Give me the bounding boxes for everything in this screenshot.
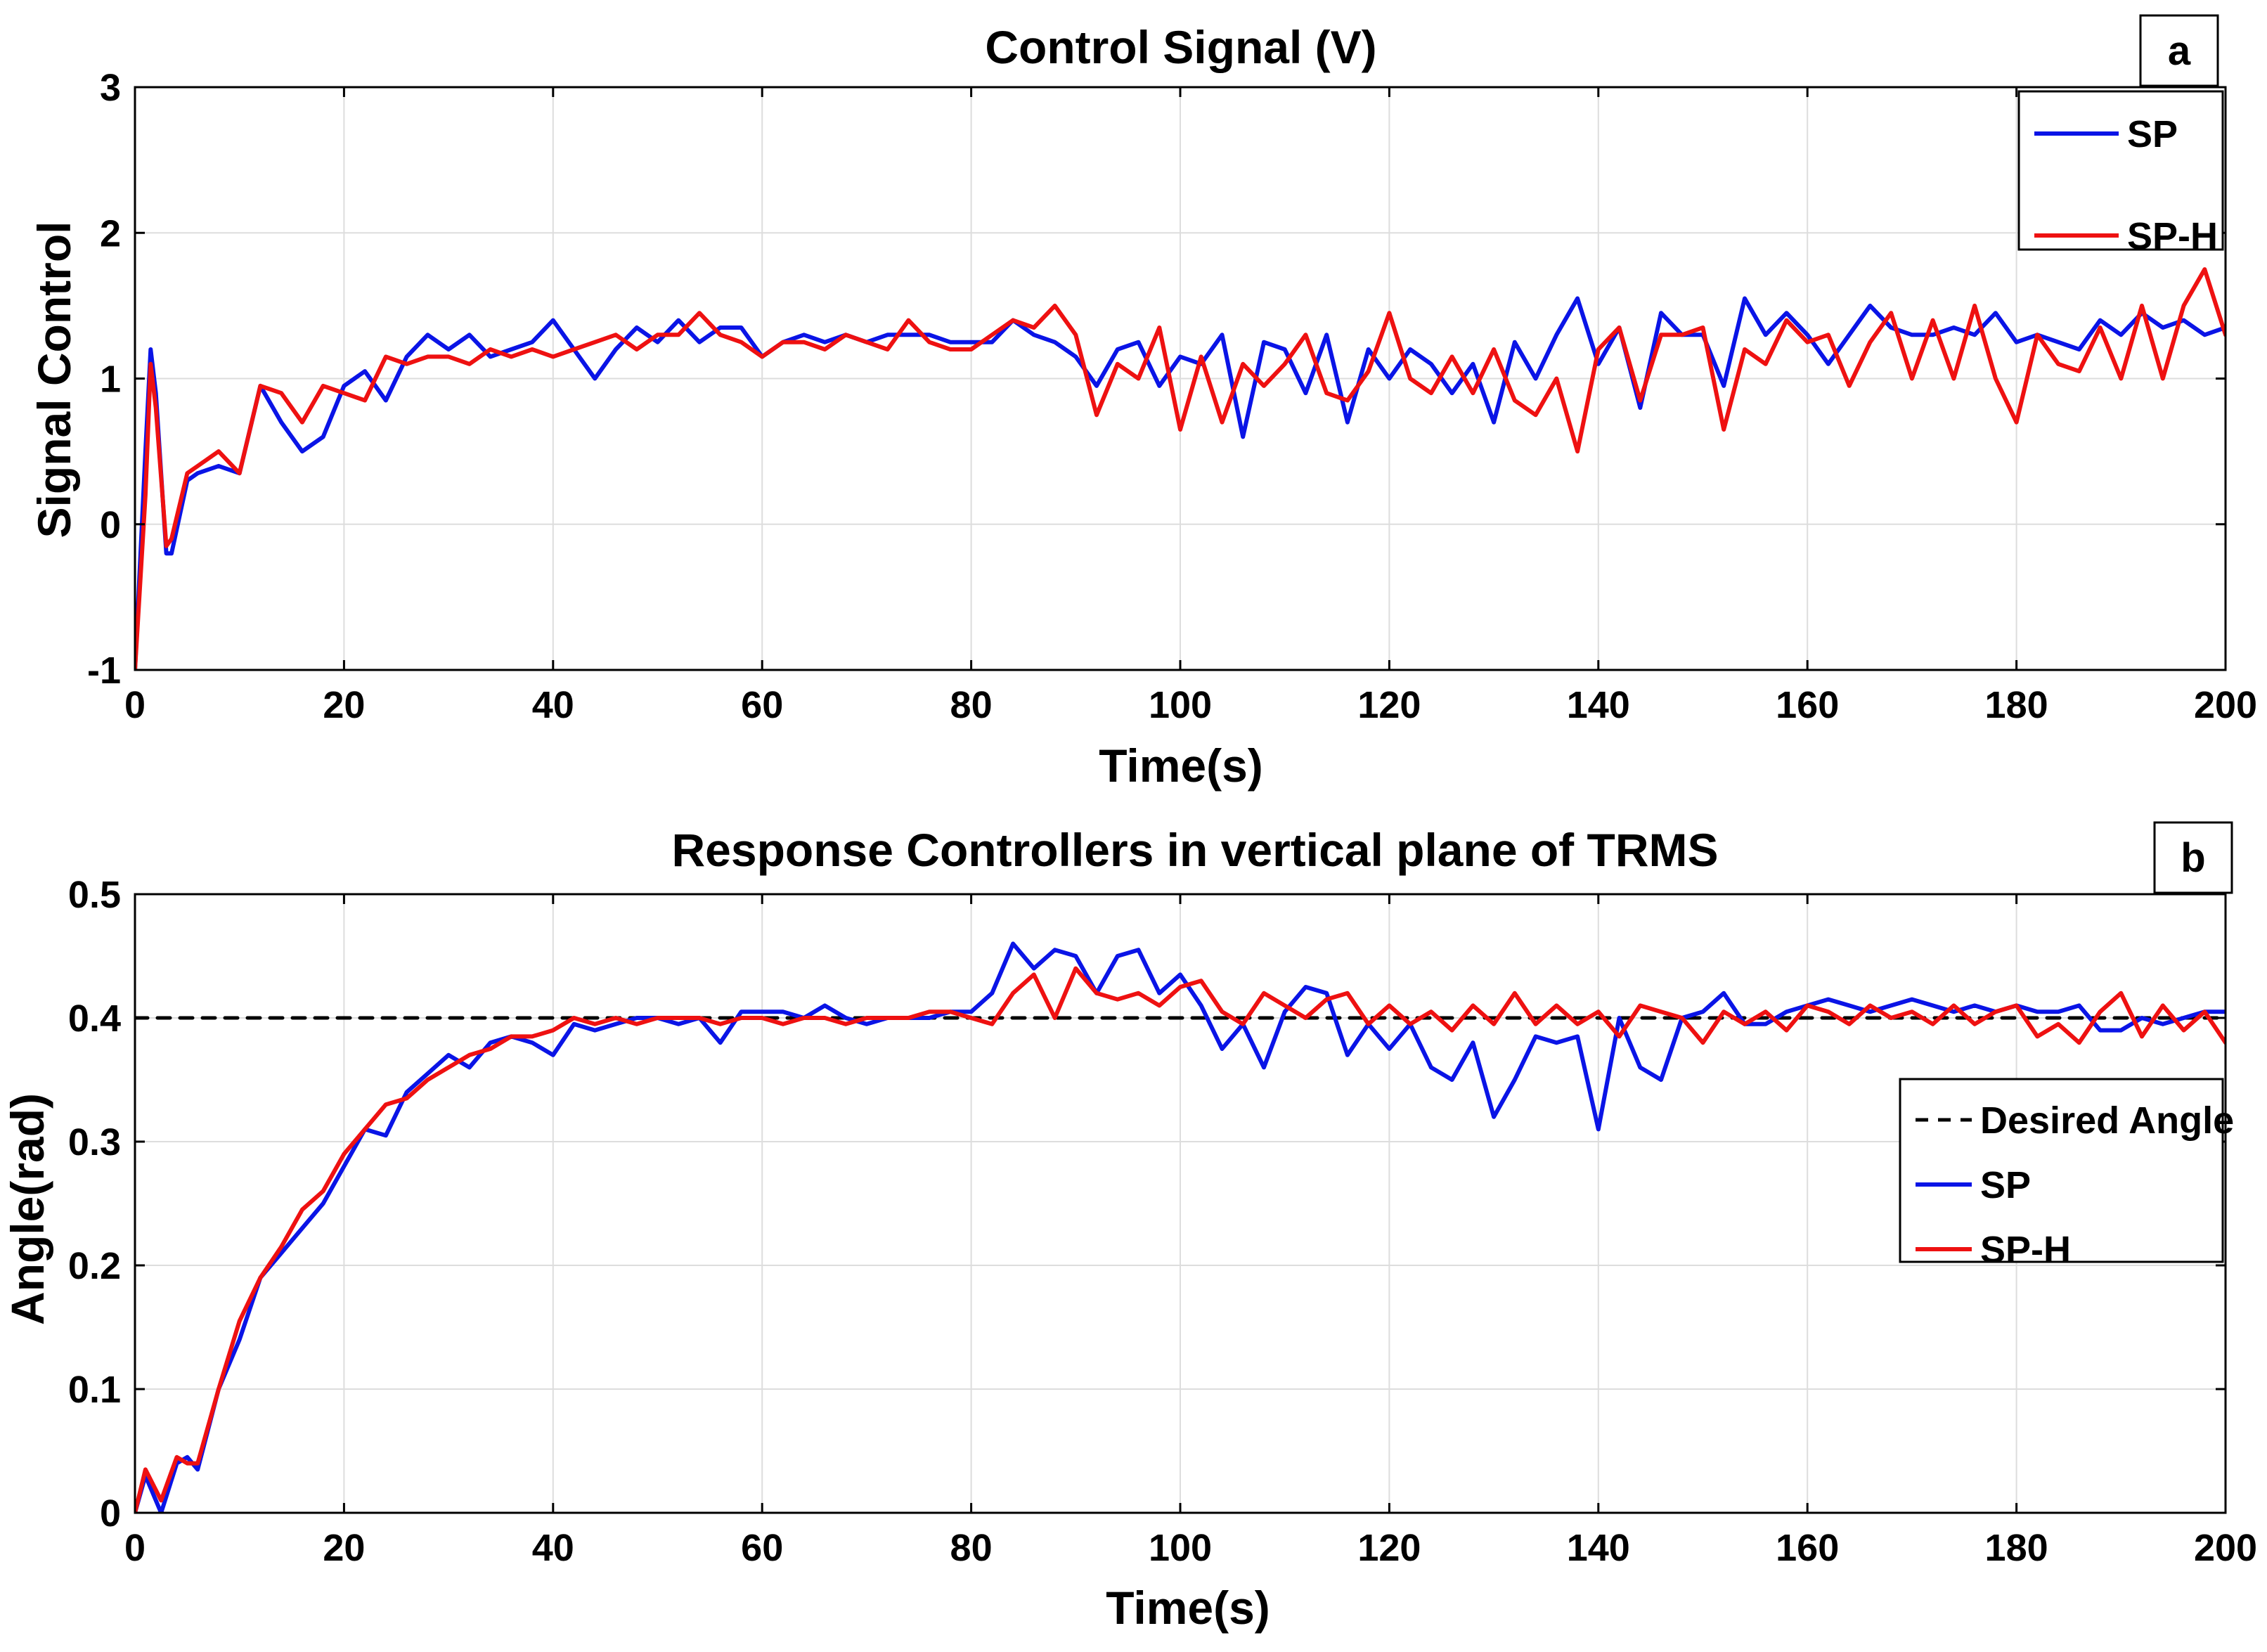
series-line-sp [135, 296, 2226, 670]
legend-b: Desired Angle SP SP-H [1899, 1078, 2234, 1271]
x-tick-label: 40 [532, 684, 574, 726]
x-tick-label: 40 [532, 1527, 574, 1569]
legend-label-sph: SP-H [2127, 215, 2218, 257]
chart-title-b: Response Controllers in vertical plane o… [672, 824, 1719, 876]
x-tick-label: 60 [741, 684, 783, 726]
legend-a: SP SP-H [2017, 90, 2224, 257]
x-axis-label-b: Time(s) [1106, 1582, 1270, 1634]
y-tick-label: -1 [87, 650, 121, 692]
y-tick-label: 1 [100, 359, 121, 401]
x-tick-label: 80 [950, 1527, 993, 1569]
x-tick-label: 60 [741, 1527, 783, 1569]
x-tick-label: 100 [1149, 684, 1212, 726]
series-b [135, 941, 2226, 1513]
y-tick-label: 0.5 [68, 874, 121, 916]
series-line-sph [135, 966, 2226, 1513]
legend-label-sp: SP [2127, 113, 2178, 155]
legend-label-sp: SP [1980, 1164, 2031, 1206]
ticks-b: 0 20 40 60 80 100 120 140 160 180 200 0 0.1 0.2 0.3 0.4… [68, 874, 2257, 1569]
y-tick-label: 0.4 [68, 998, 121, 1040]
y-axis-label-b: Angle(rad) [1, 1093, 53, 1325]
x-tick-label: 200 [2194, 1527, 2257, 1569]
panel-tag-a: a [2139, 14, 2219, 87]
legend-label-desired: Desired Angle [1980, 1099, 2234, 1142]
x-tick-label: 100 [1149, 1527, 1212, 1569]
x-tick-label: 160 [1776, 684, 1839, 726]
x-tick-label: 200 [2194, 684, 2257, 726]
chart-title-a: Control Signal (V) [985, 21, 1376, 73]
x-tick-label: 0 [124, 684, 146, 726]
y-axis-label-a: Signal Control [28, 221, 80, 538]
y-tick-label: 0 [100, 1492, 121, 1535]
panel-tag-b-label: b [2181, 835, 2205, 881]
x-tick-label: 120 [1357, 684, 1421, 726]
y-tick-label: 0.3 [68, 1121, 121, 1163]
x-axis-label-a: Time(s) [1099, 740, 1263, 792]
y-tick-label: 0.2 [68, 1245, 121, 1287]
x-tick-label: 20 [323, 1527, 365, 1569]
series-line-sp [135, 941, 2226, 1513]
series-line-sph [135, 267, 2226, 670]
x-tick-label: 0 [124, 1527, 146, 1569]
y-tick-label: 0 [100, 504, 121, 546]
x-tick-label: 180 [1985, 1527, 2048, 1569]
legend-box [2017, 90, 2224, 251]
x-tick-label: 20 [323, 684, 365, 726]
x-tick-label: 120 [1357, 1527, 1421, 1569]
y-tick-label: 3 [100, 67, 121, 109]
legend-box [1899, 1078, 2224, 1263]
x-tick-label: 180 [1985, 684, 2048, 726]
panel-b: 0 20 40 60 80 100 120 140 160 180 200 0 0.1 0.2 0.3 0.4… [1, 821, 2257, 1634]
x-tick-label: 140 [1567, 1527, 1630, 1569]
panel-tag-b: b [2153, 821, 2233, 894]
y-tick-label: 2 [100, 212, 121, 254]
panel-tag-a-label: a [2168, 28, 2191, 74]
x-tick-label: 140 [1567, 684, 1630, 726]
x-tick-label: 80 [950, 684, 993, 726]
series-a [135, 267, 2226, 670]
y-tick-label: 0.1 [68, 1369, 121, 1411]
legend-label-sph: SP-H [1980, 1229, 2071, 1271]
x-tick-label: 160 [1776, 1527, 1839, 1569]
